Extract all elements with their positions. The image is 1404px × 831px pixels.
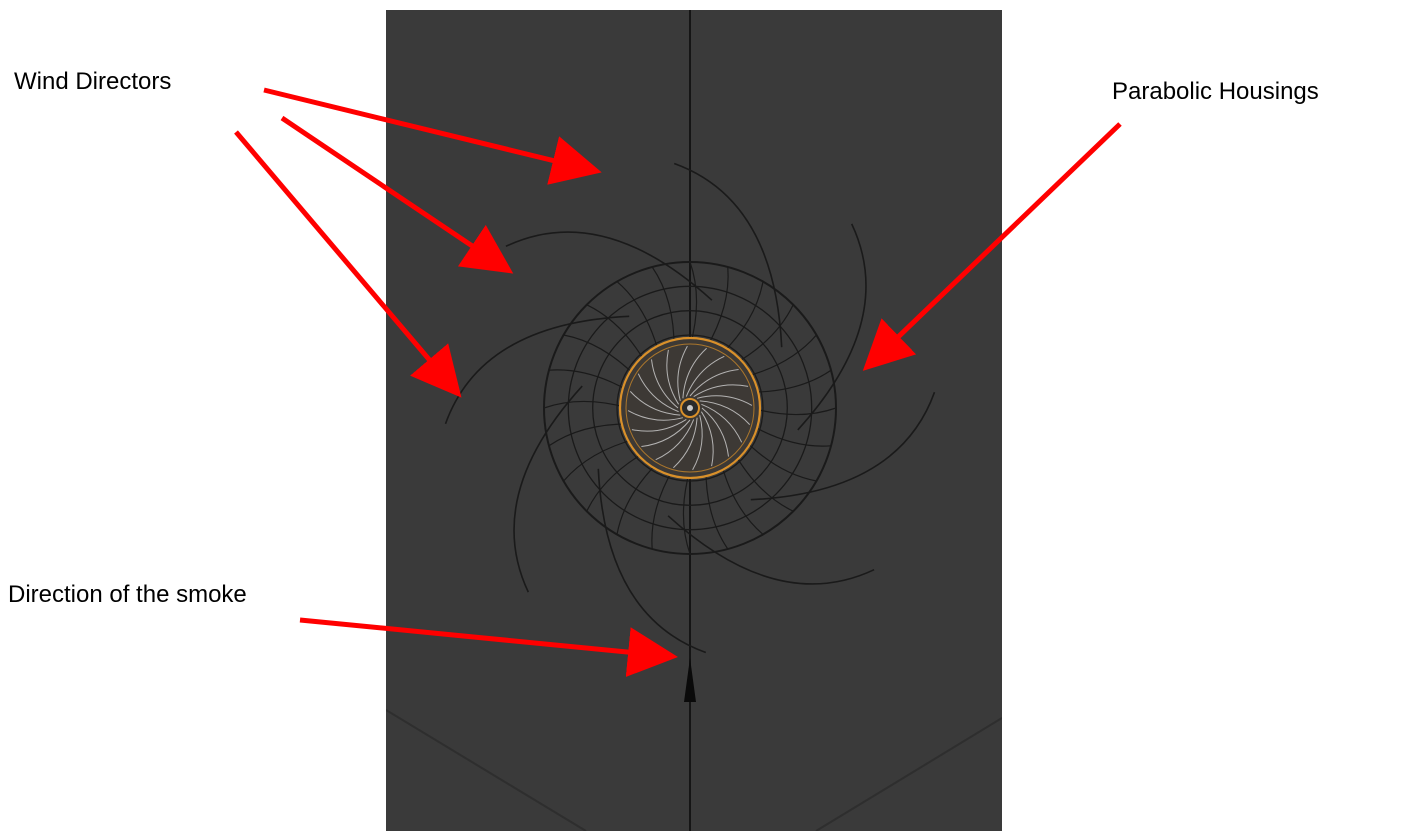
arrow-icon	[300, 620, 668, 656]
arrow-icon	[236, 132, 455, 390]
arrow-icon	[264, 90, 592, 170]
arrow-icon	[870, 124, 1120, 364]
